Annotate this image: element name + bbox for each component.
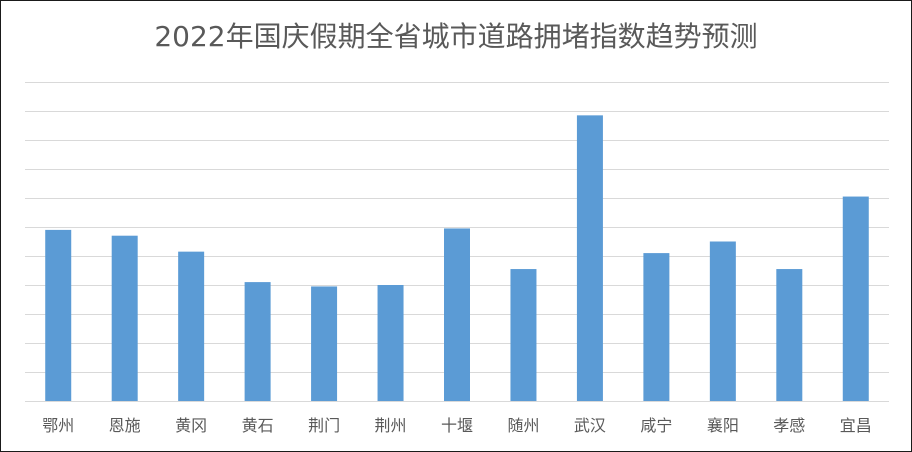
bars [45,115,869,401]
bar-8 [510,269,537,401]
bar-9 [576,115,603,401]
bar-1 [45,229,72,401]
x-tick-label: 恩施 [109,416,141,435]
x-tick-label: 荆州 [375,416,407,435]
bar-10 [643,253,670,401]
bar-12 [776,269,803,401]
bar-6 [377,285,404,401]
x-tick-label: 荆门 [308,416,340,435]
bar-5 [311,286,338,401]
x-tick-label: 孝感 [773,416,805,435]
x-tick-label: 武汉 [574,416,606,435]
x-tick-label: 十堰 [441,416,473,435]
x-tick-label: 襄阳 [707,416,739,435]
x-axis-labels: 鄂州 恩施 黄冈 黄石 荆门 荆州 十堰 随州 武汉 咸宁 襄阳 孝感 宜昌 [42,416,872,435]
bar-11 [709,241,736,401]
bar-4 [244,282,271,401]
x-tick-label: 黄石 [242,416,274,435]
chart-title: 2022年国庆假期全省城市道路拥堵指数趋势预测 [154,20,758,53]
x-tick-label: 黄冈 [175,416,207,435]
bar-7 [444,228,470,401]
bar-2 [111,235,138,401]
x-tick-label: 随州 [507,416,539,435]
x-tick-label: 咸宁 [640,416,672,435]
bar-13 [842,196,869,401]
bar-3 [178,251,205,401]
x-tick-label: 宜昌 [840,416,872,435]
x-tick-label: 鄂州 [42,416,74,435]
